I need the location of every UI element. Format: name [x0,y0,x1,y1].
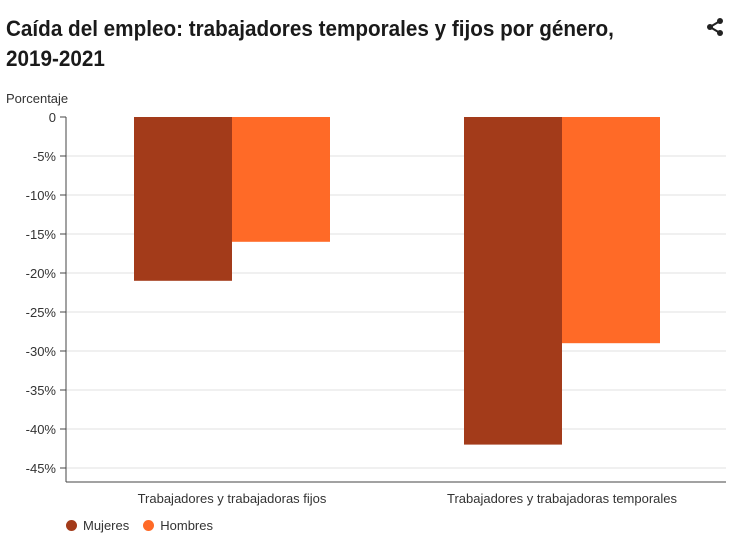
y-tick-label: -5% [33,149,57,164]
y-tick-labels: 0 -5% -10% -15% -20% -25% -30% -35% -40% -45% [26,110,66,476]
y-tick-label: -20% [26,266,57,281]
y-tick-label: -25% [26,305,57,320]
share-icon[interactable] [704,16,726,38]
y-tick-label: -45% [26,461,57,476]
chart-title: Caída del empleo: trabajadores temporale… [6,16,614,71]
x-category-label: Trabajadores y trabajadoras fijos [138,491,327,506]
bar-mujeres-2[interactable] [464,117,562,445]
legend-item-mujeres[interactable]: Mujeres [66,518,129,533]
bar-hombres-2[interactable] [562,117,660,344]
legend: Mujeres Hombres [66,518,213,533]
y-axis-title: Porcentaje [6,91,68,106]
bar-hombres-1[interactable] [232,117,330,242]
x-category-labels: Trabajadores y trabajadoras fijos Trabaja… [138,491,678,506]
bar-mujeres-1[interactable] [134,117,232,281]
y-tick-label: -10% [26,188,57,203]
legend-label-hombres: Hombres [160,518,213,533]
legend-swatch-mujeres [66,520,77,531]
y-tick-label: -15% [26,227,57,242]
legend-item-hombres[interactable]: Hombres [143,518,213,533]
y-tick-label: 0 [49,110,56,125]
y-tick-label: -30% [26,344,57,359]
y-tick-label: -40% [26,422,57,437]
bars [134,117,660,445]
legend-swatch-hombres [143,520,155,531]
legend-label-mujeres: Mujeres [83,518,130,533]
axes [65,117,726,483]
x-category-label: Trabajadores y trabajadoras temporales [447,491,678,506]
y-tick-label: -35% [26,383,57,398]
